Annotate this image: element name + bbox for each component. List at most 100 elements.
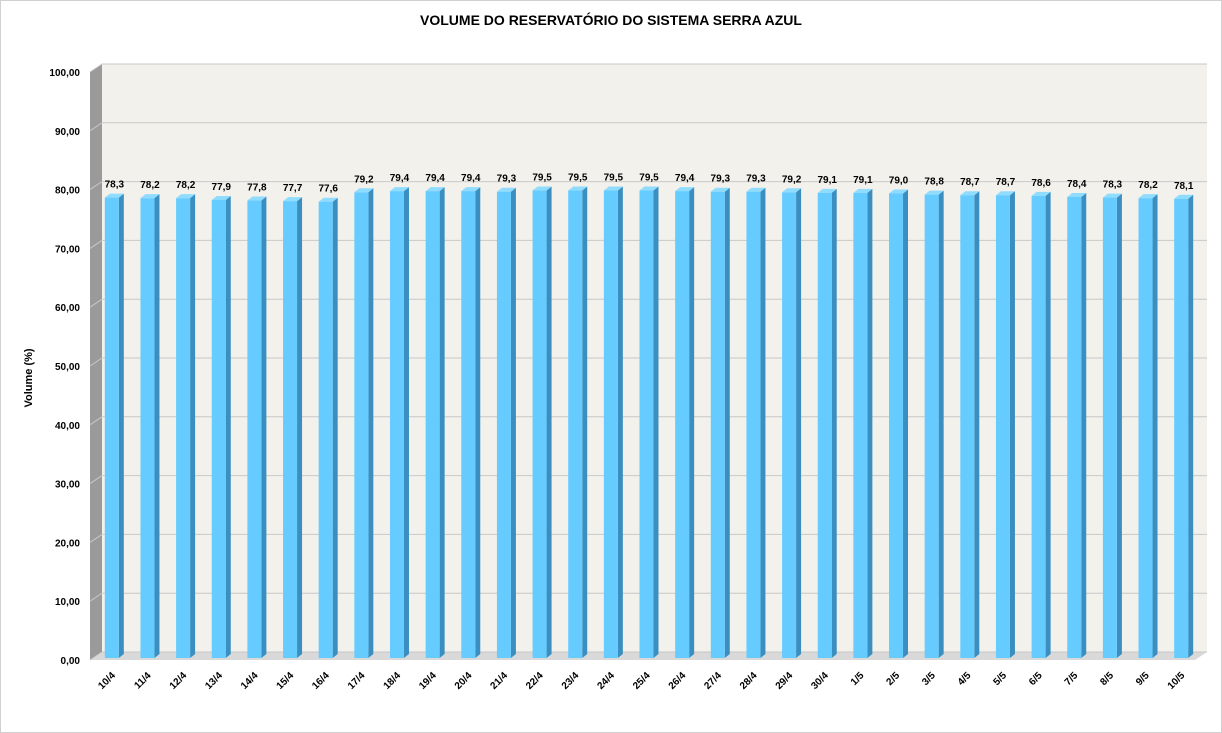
bar-top bbox=[817, 188, 837, 193]
bar bbox=[425, 191, 440, 659]
data-label: 78,7 bbox=[996, 177, 1016, 188]
data-label: 79,2 bbox=[354, 174, 374, 185]
bar bbox=[461, 191, 476, 659]
data-label: 77,7 bbox=[283, 183, 303, 194]
data-label: 78,8 bbox=[924, 177, 944, 188]
bar bbox=[496, 191, 511, 658]
bar bbox=[104, 197, 119, 658]
bar-top bbox=[675, 187, 695, 192]
bar-side bbox=[403, 187, 409, 659]
data-label: 79,5 bbox=[532, 173, 552, 184]
bar bbox=[532, 190, 547, 659]
bar-side bbox=[475, 187, 481, 659]
bar bbox=[603, 190, 618, 659]
bar-top bbox=[318, 197, 338, 202]
y-tick-label: 20,00 bbox=[55, 538, 80, 549]
y-tick-label: 100,00 bbox=[49, 68, 80, 79]
bar-side bbox=[1009, 191, 1015, 658]
bar-side bbox=[582, 186, 588, 659]
data-label: 79,1 bbox=[853, 175, 873, 186]
gridline-side bbox=[89, 122, 103, 132]
bar bbox=[782, 192, 797, 658]
data-label: 79,3 bbox=[746, 174, 766, 185]
y-tick-label: 70,00 bbox=[55, 244, 80, 255]
bar-side bbox=[332, 197, 338, 658]
bar bbox=[924, 194, 939, 658]
bar-top bbox=[211, 195, 231, 200]
bar-side bbox=[225, 195, 231, 658]
data-label: 77,8 bbox=[247, 183, 267, 194]
bar bbox=[995, 195, 1010, 658]
data-label: 78,4 bbox=[1067, 179, 1087, 190]
bar-side bbox=[796, 188, 802, 658]
bar-side bbox=[938, 190, 944, 658]
data-label: 79,5 bbox=[604, 173, 624, 184]
bar-side bbox=[867, 188, 873, 658]
bar-side bbox=[831, 188, 837, 658]
bar-top bbox=[389, 187, 409, 192]
bar bbox=[1031, 195, 1046, 658]
gridline-side bbox=[89, 533, 103, 543]
gridline-side bbox=[89, 239, 103, 249]
bar-side bbox=[1081, 193, 1087, 658]
bar bbox=[746, 191, 761, 658]
gridline-side bbox=[89, 63, 103, 73]
bar-series bbox=[104, 186, 1194, 659]
gridline-side bbox=[89, 651, 103, 661]
bar-top bbox=[354, 188, 374, 193]
bar-top bbox=[924, 190, 944, 195]
bar-top bbox=[425, 187, 445, 192]
bar bbox=[176, 198, 191, 658]
bar-top bbox=[746, 187, 766, 192]
y-tick-label: 10,00 bbox=[55, 597, 80, 608]
bar-side bbox=[1152, 194, 1158, 658]
bar-top bbox=[853, 188, 873, 193]
data-label: 77,6 bbox=[318, 184, 338, 195]
bar bbox=[211, 199, 226, 658]
bar-top bbox=[176, 194, 196, 199]
bar-side bbox=[903, 189, 909, 659]
bar bbox=[283, 201, 298, 658]
bar-side bbox=[617, 186, 623, 659]
bar-side bbox=[261, 196, 267, 658]
bar-top bbox=[568, 186, 588, 191]
data-label: 77,9 bbox=[212, 182, 232, 193]
bar-top bbox=[104, 193, 124, 198]
bar-top bbox=[283, 197, 303, 202]
bar bbox=[960, 195, 975, 658]
bar-side bbox=[368, 188, 374, 658]
bar-top bbox=[1174, 194, 1194, 199]
bar-top bbox=[461, 187, 481, 192]
bar-top bbox=[960, 191, 980, 196]
bar bbox=[247, 200, 262, 658]
y-axis-tick-labels: 0,00 10,00 20,00 30,00 40,00 50,00 60,00 70,00 8… bbox=[49, 68, 80, 667]
bar-top bbox=[889, 189, 909, 194]
bar bbox=[639, 190, 654, 659]
bar bbox=[710, 191, 725, 658]
gridline-side bbox=[89, 181, 103, 191]
bar bbox=[1067, 197, 1082, 658]
bar-side bbox=[1116, 193, 1122, 658]
y-tick-label: 30,00 bbox=[55, 480, 80, 491]
bar-top bbox=[247, 196, 267, 201]
bar-top bbox=[995, 191, 1015, 196]
bar-top bbox=[1067, 193, 1087, 198]
y-tick-label: 60,00 bbox=[55, 303, 80, 314]
data-label: 79,3 bbox=[711, 174, 731, 185]
bar-top bbox=[710, 187, 730, 192]
bar-side bbox=[154, 194, 160, 658]
data-label: 79,0 bbox=[889, 175, 909, 186]
data-label: 79,4 bbox=[390, 173, 410, 184]
data-labels: 78,3 78,2 78,2 77,9 77,8 77,7 77,6 79,2 79,4 79,4… bbox=[105, 173, 1194, 195]
bar bbox=[568, 190, 583, 659]
y-axis-title: Volume (%) bbox=[23, 348, 35, 407]
data-label: 78,6 bbox=[1031, 178, 1051, 189]
bar-side bbox=[974, 191, 980, 658]
bar bbox=[1174, 198, 1189, 658]
bar-top bbox=[1102, 193, 1122, 198]
bar bbox=[675, 191, 690, 659]
bar-top bbox=[496, 187, 516, 192]
data-label: 79,4 bbox=[675, 173, 695, 184]
